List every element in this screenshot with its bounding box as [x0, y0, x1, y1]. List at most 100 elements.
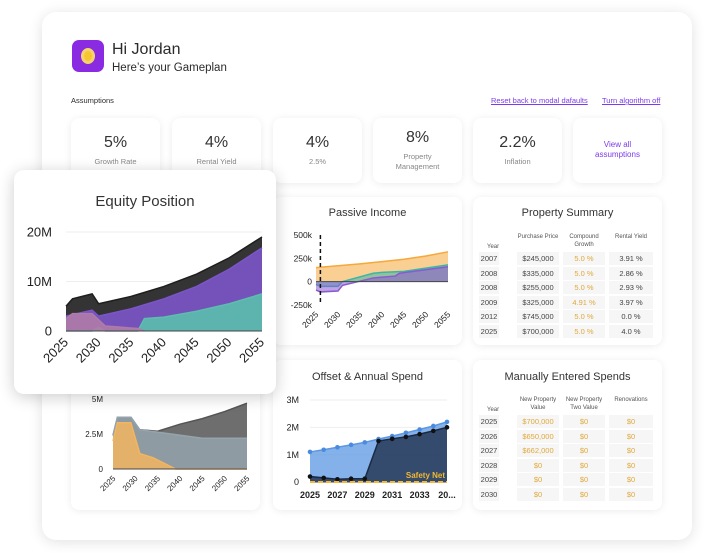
- offset-chart: 0 1M 2M 3M Safety Net 2025 2027 2029 2031 2033 20.…: [286, 395, 455, 500]
- data-point[interactable]: [403, 430, 409, 436]
- data-point[interactable]: [348, 442, 354, 448]
- table-cell: $0: [563, 487, 605, 501]
- x-tick-label: 2031: [382, 490, 402, 500]
- y-tick-label: 0: [294, 477, 299, 487]
- y-tick-label: 250k: [294, 253, 313, 263]
- table-cell: 2027: [479, 444, 499, 457]
- data-point[interactable]: [444, 419, 450, 425]
- y-tick-label: 0: [307, 277, 312, 287]
- y-tick-label: 5M: [92, 395, 103, 404]
- x-tick-label: 2025: [40, 335, 71, 366]
- view-all-assumptions-card[interactable]: View all assumptions: [573, 118, 662, 183]
- turn-algorithm-off-link[interactable]: Turn algorithm off: [602, 96, 661, 105]
- x-tick-label: 2025: [300, 309, 321, 330]
- column-header: Year: [487, 407, 500, 413]
- table-cell: 3.97 %: [609, 295, 653, 309]
- table-cell: $0: [517, 473, 559, 486]
- y-tick-label: 0: [45, 324, 52, 339]
- table-cell: $745,000: [517, 310, 559, 323]
- table-cell: $662,000: [517, 444, 559, 457]
- data-point[interactable]: [417, 427, 422, 432]
- table-cell: 2025: [479, 415, 499, 428]
- table-cell: $335,000: [517, 266, 559, 280]
- view-all-assumptions-link[interactable]: View all assumptions: [595, 140, 640, 159]
- x-tick-label: 2055: [232, 474, 251, 493]
- data-point[interactable]: [403, 434, 409, 440]
- column-header: New Property Two Value: [565, 397, 603, 411]
- table-cell: 0.0 %: [609, 310, 653, 323]
- assumption-value: 4%: [204, 134, 229, 151]
- table-cell: $0: [609, 473, 653, 486]
- x-tick-label: 2033: [410, 490, 430, 500]
- property-summary-card: Property Summary Year Purchase Price Compo…: [473, 197, 662, 345]
- series-line-0: [65, 236, 263, 307]
- equity-position-card: Equity Position 0 10M 20M 2025 2030 2035 2040 2…: [14, 170, 276, 394]
- data-point[interactable]: [376, 438, 381, 444]
- assumption-card-3[interactable]: 4% 2.5%: [273, 118, 362, 183]
- table-cell: 5.0 %: [563, 281, 605, 294]
- assumption-value: 5%: [103, 134, 128, 151]
- table-cell: $325,000: [517, 295, 559, 309]
- data-point[interactable]: [444, 425, 450, 430]
- passive-income-card: Passive Income -250k 0 250k 500k 2025 2030 203…: [273, 197, 462, 345]
- table-cell: 2030: [479, 487, 499, 501]
- data-point[interactable]: [307, 474, 313, 479]
- app-logo: [72, 40, 104, 72]
- series-line-0: [315, 251, 449, 269]
- offset-annual-spend-card: Offset & Annual Spend 0 1M 2M 3M Safety Net 2…: [273, 360, 462, 510]
- table-cell: $0: [609, 444, 653, 457]
- column-header: Purchase Price: [517, 234, 559, 240]
- table-cell: 2007: [479, 252, 499, 265]
- data-point[interactable]: [431, 423, 436, 429]
- series-area-2: [66, 293, 262, 331]
- chart-title: Equity Position: [95, 193, 195, 210]
- data-point[interactable]: [321, 475, 326, 481]
- table-cell: 5.0 %: [563, 266, 605, 280]
- table-cell: $700,000: [517, 324, 559, 338]
- x-tick-label: 2025: [300, 490, 320, 500]
- data-point[interactable]: [348, 476, 354, 482]
- table-cell: 2009: [479, 295, 499, 309]
- data-point[interactable]: [321, 447, 326, 453]
- data-point[interactable]: [307, 449, 313, 455]
- x-tick-label: 2050: [203, 335, 234, 366]
- y-tick-label: 10M: [27, 274, 52, 289]
- assumption-card-inflation[interactable]: 2.2% Inflation: [473, 118, 562, 183]
- table-cell: $255,000: [517, 281, 559, 294]
- table-cell: $0: [563, 444, 605, 457]
- assumption-card-property-management[interactable]: 8% Property Management: [373, 118, 462, 183]
- table-cell: $245,000: [517, 252, 559, 265]
- table-cell: $0: [517, 458, 559, 472]
- reset-defaults-link[interactable]: Reset back to modal dafaults: [491, 96, 588, 105]
- table-cell: $0: [517, 487, 559, 501]
- table-cell: $650,000: [517, 429, 559, 443]
- assumption-value: 4%: [305, 134, 330, 151]
- table-cell: 2.93 %: [609, 281, 653, 294]
- column-header: New Property Value: [519, 397, 557, 411]
- table-cell: 4.0 %: [609, 324, 653, 338]
- table-cell: $0: [563, 429, 605, 443]
- x-tick-label: 2030: [121, 474, 140, 493]
- table-cell: $0: [609, 487, 653, 501]
- data-point[interactable]: [362, 440, 368, 445]
- subtitle: Here’s your Gameplan: [112, 62, 227, 74]
- column-header: Renovations: [614, 397, 648, 403]
- assumption-label: Growth Rate: [94, 157, 137, 166]
- x-tick-label: 2050: [210, 474, 229, 493]
- data-point[interactable]: [417, 431, 422, 437]
- chart-title: Passive Income: [328, 207, 407, 219]
- y-tick-label: 1M: [286, 450, 299, 460]
- x-tick-label: 2040: [366, 309, 387, 330]
- passive-chart: -250k 0 250k 500k 2025 2030 2035 2040 2045 2050 20…: [291, 230, 453, 330]
- data-point[interactable]: [335, 476, 340, 482]
- table-cell: $0: [563, 415, 605, 428]
- data-point[interactable]: [431, 428, 436, 434]
- data-point[interactable]: [389, 436, 395, 442]
- assumption-value: 8%: [405, 129, 430, 146]
- assumption-value: 2.2%: [499, 134, 536, 151]
- data-point[interactable]: [335, 444, 340, 450]
- x-tick-label: 2035: [105, 335, 136, 366]
- data-point[interactable]: [362, 476, 368, 482]
- table-cell: 2008: [479, 281, 499, 294]
- x-tick-label: 2055: [432, 309, 453, 330]
